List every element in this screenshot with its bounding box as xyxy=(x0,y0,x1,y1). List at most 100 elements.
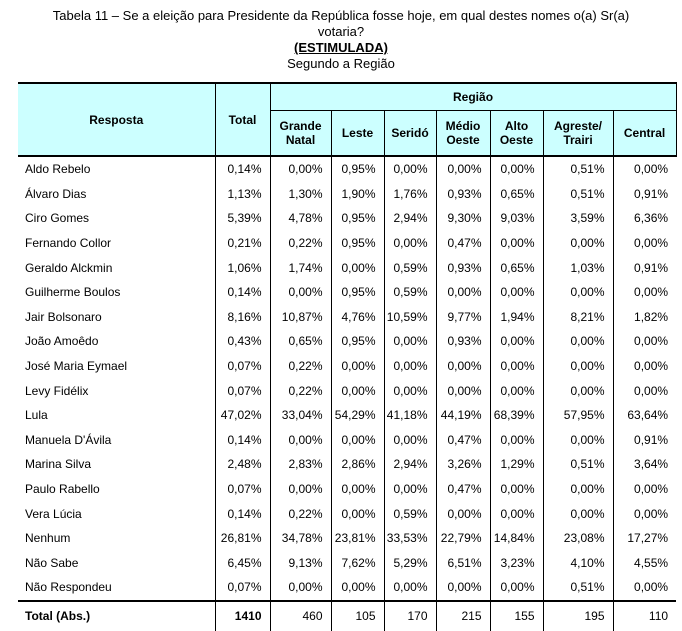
value-cell: 0,00% xyxy=(330,255,384,280)
row-label: João Amoêdo xyxy=(25,334,99,349)
value-cell: 0,00% xyxy=(330,353,384,379)
header-resposta: Resposta xyxy=(18,82,216,157)
total-value-cell: 460 xyxy=(269,600,331,631)
header-region-agreste-trairi: Agreste/ Trairi xyxy=(542,110,614,157)
value-cell: 3,26% xyxy=(435,452,490,477)
value-cell: 0,14% xyxy=(214,279,270,305)
table-row: Vera Lúcia 0,14% 0,22% 0,00% 0,59% 0,00% 0,00%… xyxy=(18,501,677,526)
header-region-alto-oeste: Alto Oeste xyxy=(489,110,544,157)
row-label: Jair Bolsonaro xyxy=(25,309,102,324)
value-cell: 0,00% xyxy=(435,156,490,182)
value-cell: 0,00% xyxy=(612,230,677,256)
table-row: Ciro Gomes 5,39% 4,78% 0,95% 2,94% 9,30% 9,03%… xyxy=(18,206,677,231)
value-cell: 0,47% xyxy=(435,230,490,256)
value-cell: 0,00% xyxy=(612,575,677,601)
value-cell: 0,00% xyxy=(542,427,613,453)
value-cell: 0,00% xyxy=(489,476,543,502)
value-cell: 1,94% xyxy=(489,304,543,330)
value-cell: 0,00% xyxy=(330,575,384,601)
row-label: Aldo Rebelo xyxy=(25,162,91,177)
value-cell: 0,22% xyxy=(269,378,331,403)
row-label: Fernando Collor xyxy=(25,236,112,251)
value-cell: 0,59% xyxy=(383,501,436,526)
value-cell: 2,94% xyxy=(383,206,436,231)
value-cell: 3,23% xyxy=(489,550,543,576)
table-header: Resposta Total Região Grande Natal Leste… xyxy=(18,82,677,157)
value-cell: 17,27% xyxy=(612,525,677,551)
value-cell: 0,00% xyxy=(542,329,613,354)
row-label: Vera Lúcia xyxy=(25,506,82,521)
value-cell: 0,00% xyxy=(330,501,384,526)
value-cell: 0,00% xyxy=(612,353,677,379)
row-label: Álvaro Dias xyxy=(25,186,87,201)
value-cell: 0,00% xyxy=(435,378,490,403)
value-cell: 0,51% xyxy=(542,452,613,477)
value-cell: 44,19% xyxy=(435,402,490,428)
table-title-line2: votaria? xyxy=(317,24,365,39)
table-body: Aldo Rebelo 0,14% 0,00% 0,95% 0,00% 0,00% 0,00… xyxy=(18,156,677,631)
header-sub-row: Grande Natal Leste Seridó Médio Oeste Al… xyxy=(18,110,677,157)
value-cell: 9,77% xyxy=(435,304,490,330)
value-cell: 0,07% xyxy=(214,378,270,403)
row-label: Paulo Rabello xyxy=(25,482,100,497)
value-cell: 23,81% xyxy=(330,525,384,551)
value-cell: 0,95% xyxy=(330,329,384,354)
table-row: José Maria Eymael 0,07% 0,22% 0,00% 0,00% 0,0… xyxy=(18,353,677,379)
value-cell: 0,00% xyxy=(269,156,331,182)
value-cell: 26,81% xyxy=(214,525,270,551)
row-label: Marina Silva xyxy=(25,457,92,472)
value-cell: 0,21% xyxy=(214,230,270,256)
value-cell: 0,65% xyxy=(489,181,543,207)
total-value-cell: 195 xyxy=(542,600,613,631)
value-cell: 0,14% xyxy=(214,427,270,453)
value-cell: 0,51% xyxy=(542,156,613,182)
value-cell: 47,02% xyxy=(214,402,270,428)
value-cell: 2,83% xyxy=(269,452,331,477)
table-title-block: Tabela 11 – Se a eleição para Presidente… xyxy=(0,0,682,72)
value-cell: 0,00% xyxy=(489,378,543,403)
row-label: José Maria Eymael xyxy=(25,359,128,374)
value-cell: 9,30% xyxy=(435,206,490,231)
total-row-label: Total (Abs.) xyxy=(25,609,91,624)
value-cell: 0,00% xyxy=(542,353,613,379)
value-cell: 0,00% xyxy=(542,230,613,256)
value-cell: 0,95% xyxy=(330,206,384,231)
row-label: Não Sabe xyxy=(25,555,79,570)
value-cell: 0,00% xyxy=(612,329,677,354)
table-row: Aldo Rebelo 0,14% 0,00% 0,95% 0,00% 0,00% 0,00… xyxy=(18,156,677,182)
row-label: Lula xyxy=(25,408,48,423)
value-cell: 9,13% xyxy=(269,550,331,576)
total-value-cell: 215 xyxy=(435,600,490,631)
value-cell: 3,64% xyxy=(612,452,677,477)
table-row: Lula 47,02% 33,04% 54,29% 41,18% 44,19% 68,39%… xyxy=(18,402,677,428)
value-cell: 0,00% xyxy=(489,427,543,453)
total-value-cell: 1410 xyxy=(214,600,270,631)
row-label: Manuela D'Ávila xyxy=(25,432,112,447)
value-cell: 0,00% xyxy=(269,575,331,601)
value-cell: 0,91% xyxy=(612,255,677,280)
table-row: Jair Bolsonaro 8,16% 10,87% 4,76% 10,59% 9,77… xyxy=(18,304,677,330)
value-cell: 0,47% xyxy=(435,476,490,502)
value-cell: 0,00% xyxy=(330,427,384,453)
table-row: Levy Fidélix 0,07% 0,22% 0,00% 0,00% 0,00% 0,0… xyxy=(18,378,677,403)
value-cell: 14,84% xyxy=(489,525,543,551)
header-region-central: Central xyxy=(612,110,677,157)
value-cell: 0,00% xyxy=(383,378,436,403)
value-cell: 4,10% xyxy=(542,550,613,576)
value-cell: 1,29% xyxy=(489,452,543,477)
table-row: Fernando Collor 0,21% 0,22% 0,95% 0,00% 0,47%… xyxy=(18,230,677,256)
value-cell: 0,07% xyxy=(214,353,270,379)
value-cell: 68,39% xyxy=(489,402,543,428)
value-cell: 0,93% xyxy=(435,255,490,280)
value-cell: 0,00% xyxy=(542,378,613,403)
value-cell: 1,76% xyxy=(383,181,436,207)
value-cell: 54,29% xyxy=(330,402,384,428)
value-cell: 0,00% xyxy=(542,279,613,305)
value-cell: 0,00% xyxy=(542,476,613,502)
value-cell: 0,00% xyxy=(435,353,490,379)
value-cell: 0,00% xyxy=(383,230,436,256)
survey-results-table: Resposta Total Região Grande Natal Leste… xyxy=(18,82,677,631)
value-cell: 3,59% xyxy=(542,206,613,231)
value-cell: 2,94% xyxy=(383,452,436,477)
